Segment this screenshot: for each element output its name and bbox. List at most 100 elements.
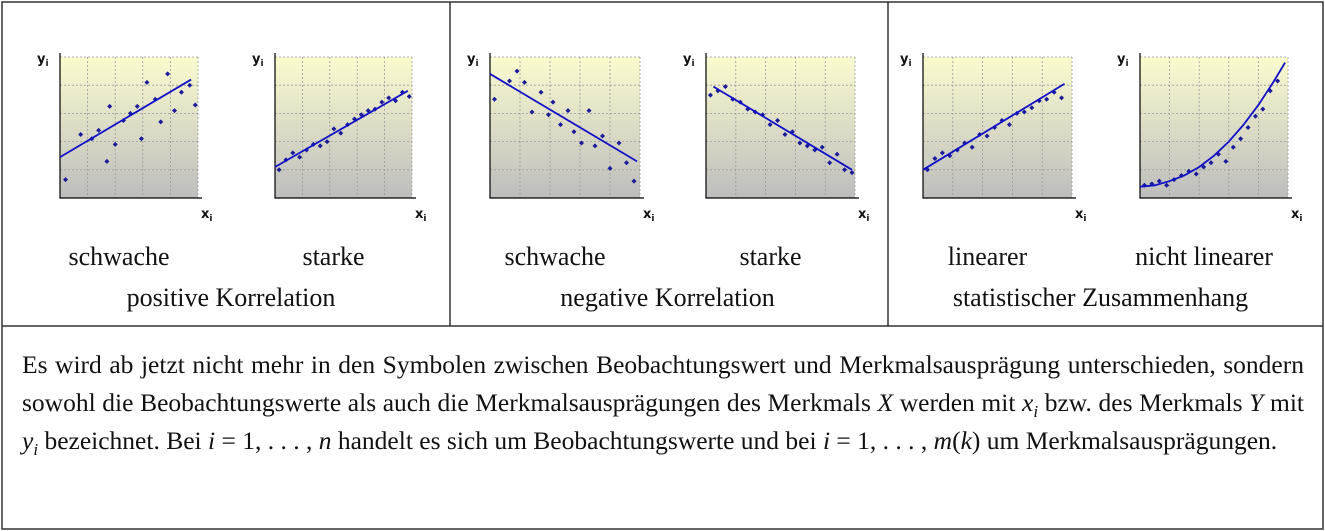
y-axis-letter: y bbox=[467, 52, 476, 67]
x-axis-sub: i bbox=[866, 214, 869, 224]
text-run: ( bbox=[952, 426, 961, 455]
data-point bbox=[1201, 164, 1207, 170]
axes bbox=[489, 53, 644, 199]
data-point bbox=[782, 132, 788, 138]
data-point bbox=[104, 158, 110, 164]
plot-background bbox=[490, 57, 640, 198]
plot-label: linearer bbox=[948, 242, 1028, 271]
data-point bbox=[834, 151, 840, 157]
data-point bbox=[932, 156, 938, 162]
data-point bbox=[1260, 106, 1266, 112]
axes bbox=[274, 53, 416, 199]
x-axis-letter: x bbox=[858, 207, 867, 222]
text-run: n bbox=[318, 426, 332, 455]
data-point bbox=[624, 160, 629, 166]
data-point bbox=[707, 92, 713, 98]
text-run: Y bbox=[1249, 388, 1264, 417]
x-axis-letter: x bbox=[1075, 207, 1084, 222]
data-point bbox=[192, 102, 198, 108]
data-point bbox=[507, 78, 512, 84]
plot-background bbox=[923, 57, 1072, 198]
text-run: werden mit bbox=[893, 388, 1023, 417]
text-run: um Merkmalsausprägungen. bbox=[980, 426, 1278, 455]
data-point bbox=[571, 129, 577, 135]
x-axis-label: xi bbox=[201, 207, 212, 224]
trend-line bbox=[274, 90, 409, 168]
data-point bbox=[775, 117, 781, 123]
text-run: = 1, . . . , bbox=[830, 426, 934, 455]
x-axis-letter: x bbox=[643, 207, 652, 222]
text-run: Es wird ab jetzt nicht mehr in den Symbo… bbox=[22, 350, 1304, 417]
data-point bbox=[797, 140, 803, 146]
panel-caption: statistischer Zusammenhang bbox=[953, 283, 1248, 312]
data-point bbox=[324, 139, 330, 145]
data-point bbox=[290, 150, 296, 156]
data-point bbox=[1252, 113, 1258, 119]
data-point bbox=[386, 95, 392, 101]
data-point bbox=[827, 160, 833, 166]
data-point bbox=[842, 167, 848, 173]
data-point bbox=[600, 133, 605, 139]
data-point bbox=[365, 108, 371, 114]
data-point bbox=[78, 132, 84, 138]
data-point bbox=[579, 140, 584, 146]
x-axis-letter: x bbox=[201, 207, 210, 222]
plot-background bbox=[60, 57, 198, 198]
data-point bbox=[165, 71, 171, 77]
text-run: handelt es sich um Beobachtungswerte und… bbox=[331, 426, 823, 455]
data-point bbox=[592, 143, 598, 149]
data-point bbox=[767, 122, 773, 128]
y-axis-sub: i bbox=[908, 59, 911, 69]
y-axis-letter: y bbox=[37, 52, 46, 67]
x-axis-sub: i bbox=[651, 214, 654, 224]
text-run: X bbox=[877, 388, 894, 417]
data-point bbox=[379, 99, 385, 105]
data-point bbox=[317, 143, 323, 149]
data-point bbox=[1223, 158, 1229, 164]
data-point bbox=[406, 93, 412, 99]
data-point bbox=[939, 150, 945, 156]
data-point bbox=[529, 109, 535, 115]
text-run: = 1, . . . , bbox=[215, 426, 319, 455]
y-axis-label: yi bbox=[252, 52, 264, 69]
panel-caption: positive Korrelation bbox=[127, 283, 336, 312]
data-point bbox=[1029, 105, 1035, 111]
trend-line bbox=[922, 83, 1066, 171]
data-point bbox=[522, 79, 527, 85]
subscript: i bbox=[33, 440, 39, 460]
data-point bbox=[607, 165, 613, 171]
text-run: i bbox=[207, 426, 216, 455]
y-axis-label: yi bbox=[467, 52, 479, 69]
y-axis-sub: i bbox=[691, 59, 694, 69]
data-point bbox=[134, 103, 140, 109]
x-axis-label: xi bbox=[643, 207, 654, 224]
x-axis-sub: i bbox=[209, 214, 212, 224]
y-axis-sub: i bbox=[260, 59, 263, 69]
x-axis-label: xi bbox=[415, 207, 426, 224]
data-point bbox=[1238, 136, 1244, 142]
text-run: ) bbox=[971, 426, 981, 455]
data-point bbox=[1059, 95, 1065, 101]
data-point bbox=[297, 154, 303, 160]
text-run: bezeichnet. Bei bbox=[38, 426, 208, 455]
data-point bbox=[546, 112, 551, 118]
scatter-plot: yi xi bbox=[252, 52, 426, 224]
plot-label: starke bbox=[302, 242, 364, 271]
subscript: i bbox=[1033, 402, 1039, 422]
y-axis-label: yi bbox=[683, 52, 695, 69]
trend-line bbox=[1139, 62, 1286, 188]
data-point bbox=[331, 126, 337, 132]
plot-label: nicht linearer bbox=[1135, 242, 1273, 271]
data-point bbox=[514, 68, 520, 74]
text-run: mit bbox=[1263, 388, 1304, 417]
text-run: x bbox=[1022, 388, 1034, 417]
data-point bbox=[969, 144, 975, 150]
y-axis-sub: i bbox=[45, 59, 48, 69]
axes bbox=[1139, 53, 1292, 199]
panel-caption: negative Korrelation bbox=[560, 283, 774, 312]
axes bbox=[59, 53, 202, 199]
